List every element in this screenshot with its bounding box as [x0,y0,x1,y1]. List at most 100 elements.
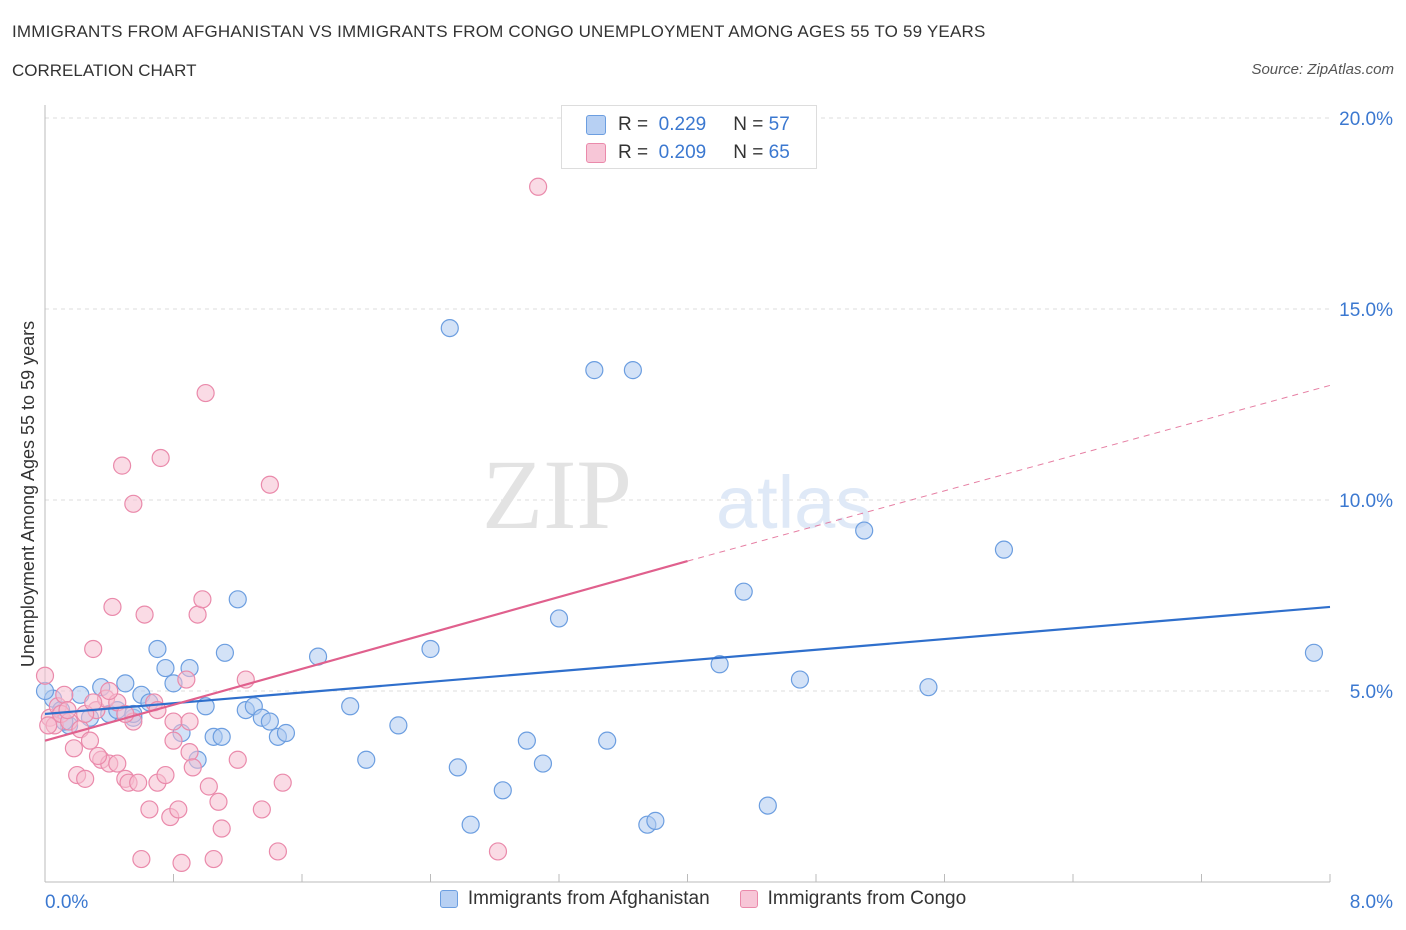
n-value: 57 [768,114,790,135]
point-afghanistan [35,681,55,701]
point-afghanistan [533,754,553,773]
point-afghanistan [646,811,665,830]
y-tick-label: 5.0% [1350,682,1393,703]
point-afghanistan [389,716,408,735]
point-congo [180,743,199,762]
point-afghanistan [212,727,231,746]
point-afghanistan [215,643,234,662]
x-tick-label: 8.0% [1350,892,1393,913]
point-afghanistan [1304,643,1324,662]
point-congo [103,597,122,617]
point-afghanistan [549,609,569,628]
point-afghanistan [156,658,175,678]
point-congo [35,666,55,685]
trend-line-congo [44,560,688,742]
legend-label-afghanistan: Immigrants from Afghanistan [467,888,710,909]
r-value: 0.229 [658,114,707,135]
point-congo [228,750,247,769]
point-afghanistan [919,678,938,697]
point-congo [177,670,196,689]
point-afghanistan [758,796,777,815]
chart-subtitle: CORRELATION CHART [12,61,197,80]
point-congo [135,605,154,624]
point-congo [172,853,191,873]
point-afghanistan [790,670,810,689]
point-congo [132,849,151,869]
legend-label-congo: Immigrants from Congo [767,888,967,909]
point-congo [64,739,84,758]
y-axis-label: Unemployment Among Ages 55 to 59 years [18,321,38,667]
trend-line-afghanistan [44,605,1331,716]
point-afghanistan [994,540,1014,559]
point-afghanistan [448,758,467,777]
point-congo [209,792,228,811]
point-congo [188,605,207,624]
x-tick-label: 0.0% [45,892,88,913]
point-congo [129,773,148,792]
stats-swatch-afghanistan [586,115,606,135]
point-afghanistan [116,674,135,693]
point-afghanistan [148,639,167,659]
point-afghanistan [855,521,874,540]
r-value: 0.209 [658,142,707,163]
series-legend: Immigrants from Afghanistan Immigrants f… [0,888,1406,910]
point-afghanistan [196,697,215,716]
point-congo [39,716,58,735]
n-label: N = [733,114,764,135]
point-congo [156,765,175,785]
stats-legend: R = 0.229 N = 57 R = 0.209 N = 65 [561,105,817,169]
point-congo [84,639,103,659]
point-congo [100,681,119,701]
point-congo [88,746,108,766]
point-congo [260,475,279,494]
point-congo [212,819,231,838]
point-congo [252,800,271,819]
point-congo [180,712,199,731]
trend-lines [44,384,1331,742]
r-label: R = [618,114,649,135]
point-congo [196,383,215,403]
point-congo [169,800,188,819]
point-congo [76,769,95,788]
watermark: ZIP atlas [482,439,872,550]
point-congo [164,712,183,731]
watermark-zip: ZIP [482,439,632,550]
stats-row-congo: R = 0.209 N = 65 [586,140,790,166]
point-afghanistan [710,655,729,674]
point-congo [108,754,127,773]
source-credit: Source: ZipAtlas.com [1251,61,1394,78]
axes [44,105,1331,883]
legend-item-afghanistan[interactable]: Immigrants from Afghanistan [439,888,710,910]
data-points [35,177,1324,873]
point-congo [273,773,292,792]
n-value: 65 [768,142,790,163]
point-afghanistan [228,590,247,609]
point-afghanistan [341,697,360,716]
point-congo [199,777,218,796]
legend-swatch-afghanistan [439,890,458,908]
tick-labels: 5.0% 10.0% 15.0% 20.0% 0.0% 8.0% [45,109,1393,913]
point-congo [112,456,132,475]
legend-item-congo[interactable]: Immigrants from Congo [739,888,967,910]
point-afghanistan [598,731,617,750]
r-label: R = [618,142,649,163]
point-congo [55,685,74,704]
point-congo [529,177,548,196]
point-afghanistan [260,712,279,731]
point-congo [204,849,223,869]
point-congo [151,448,170,468]
point-afghanistan [440,319,459,338]
point-afghanistan [734,582,753,601]
y-tick-label: 10.0% [1339,491,1393,512]
point-congo [488,842,508,861]
point-afghanistan [461,815,480,834]
point-congo [268,842,288,861]
point-afghanistan [517,731,536,750]
point-congo [140,800,159,819]
stats-row-afghanistan: R = 0.229 N = 57 [586,112,790,138]
point-afghanistan [623,361,642,380]
y-tick-label: 20.0% [1339,109,1393,130]
point-congo [164,731,183,750]
point-congo [193,590,212,609]
